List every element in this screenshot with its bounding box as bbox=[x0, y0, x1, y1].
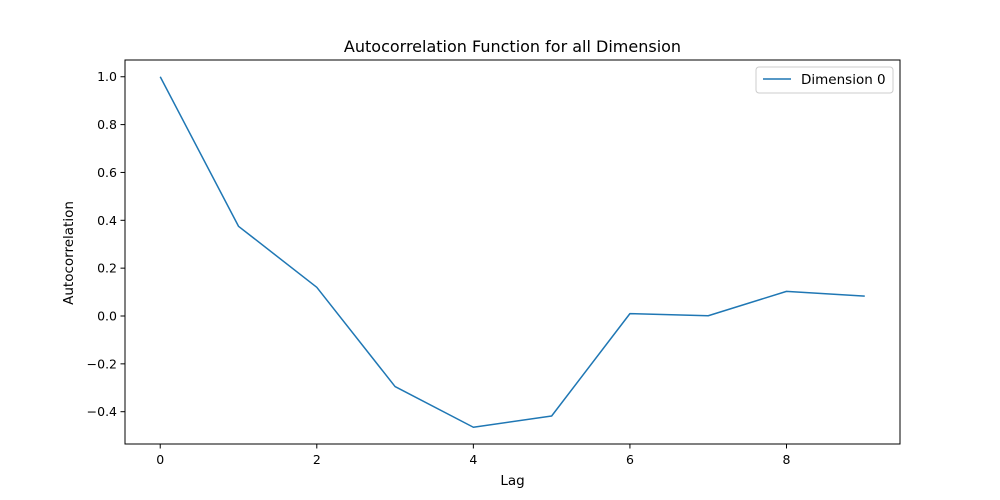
y-tick-label-1: −0.2 bbox=[87, 356, 117, 371]
x-tick-label-2: 2 bbox=[313, 452, 321, 467]
legend: Dimension 0 bbox=[755, 66, 894, 94]
legend-label-dimension-0: Dimension 0 bbox=[801, 72, 886, 88]
plot-area: 0 2 4 6 8 −0.4 −0.2 0.0 0.2 0.4 0.6 0.8 1.0 bbox=[87, 59, 901, 467]
y-tick-label-4: 0.4 bbox=[97, 213, 117, 228]
x-tick-label-4: 4 bbox=[469, 452, 477, 467]
x-tick-label-6: 6 bbox=[626, 452, 634, 467]
axes-frame bbox=[124, 59, 901, 445]
x-tick-label-8: 8 bbox=[783, 452, 791, 467]
y-tick-label-6: 0.8 bbox=[97, 117, 117, 132]
chart-title: Autocorrelation Function for all Dimensi… bbox=[344, 37, 681, 56]
y-axis-label: Autocorrelation bbox=[61, 201, 77, 305]
y-tick-label-2: 0.0 bbox=[97, 309, 117, 324]
y-tick-label-7: 1.0 bbox=[97, 69, 117, 84]
x-axis-label: Lag bbox=[500, 473, 524, 489]
y-tick-label-0: −0.4 bbox=[87, 404, 117, 419]
x-tick-label-0: 0 bbox=[156, 452, 164, 467]
y-tick-label-5: 0.6 bbox=[97, 165, 117, 180]
legend-box bbox=[755, 66, 894, 94]
y-tick-label-3: 0.2 bbox=[97, 261, 117, 276]
series-line-dimension-0 bbox=[159, 76, 865, 428]
